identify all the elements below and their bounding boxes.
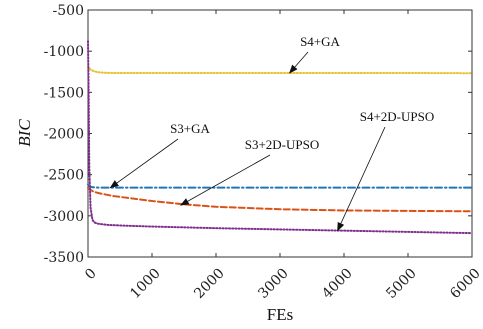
annotation-label-s3-2d-upso: S3+2D-UPSO xyxy=(245,137,320,152)
plot-area-box xyxy=(87,9,473,258)
y-tick-label: -3000 xyxy=(44,209,84,225)
annotations: S4+GA S3+GA S3+2D-UPSO S4+2D-UPSO xyxy=(109,34,435,232)
series-line-s4-2d-upso xyxy=(87,40,473,235)
x-tick-label: 4000 xyxy=(319,265,356,302)
series-line-s4-ga xyxy=(87,64,473,75)
annotation-arrow-s3-ga xyxy=(109,138,179,189)
annotation-arrow-s3-2d-upso xyxy=(179,154,271,206)
annotation-arrow-s4-2d-upso xyxy=(337,126,386,232)
y-tick-label: -1500 xyxy=(44,85,84,101)
x-axis-ticks: 0 1000 2000 3000 4000 5000 6000 xyxy=(82,10,483,302)
y-tick-label: -2000 xyxy=(44,127,84,143)
y-axis-ticks: -500 -1000 -1500 -2000 -2500 -3000 -3500 xyxy=(44,3,472,266)
annotation-arrow-s4-ga xyxy=(288,51,309,74)
x-tick-label: 2000 xyxy=(191,265,228,302)
series-lines xyxy=(87,40,473,235)
x-tick-label: 1000 xyxy=(127,265,164,302)
x-axis-title: FEs xyxy=(267,305,293,324)
series-line-s3-2d-upso xyxy=(87,186,473,213)
x-tick-label: 6000 xyxy=(447,265,483,302)
annotation-label-s4-ga: S4+GA xyxy=(300,34,340,49)
x-tick-label: 5000 xyxy=(383,265,420,302)
y-tick-label: -2500 xyxy=(44,168,84,184)
y-tick-label: -500 xyxy=(53,3,84,19)
annotation-label-s4-2d-upso: S4+2D-UPSO xyxy=(360,109,435,124)
y-tick-label: -3500 xyxy=(44,250,84,266)
y-axis-title: BIC xyxy=(15,119,34,147)
y-tick-label: -1000 xyxy=(44,44,84,60)
series-line-s3-ga xyxy=(87,183,473,189)
x-tick-label: 3000 xyxy=(255,265,292,302)
annotation-label-s3-ga: S3+GA xyxy=(170,121,210,136)
x-tick-label: 0 xyxy=(82,265,100,283)
